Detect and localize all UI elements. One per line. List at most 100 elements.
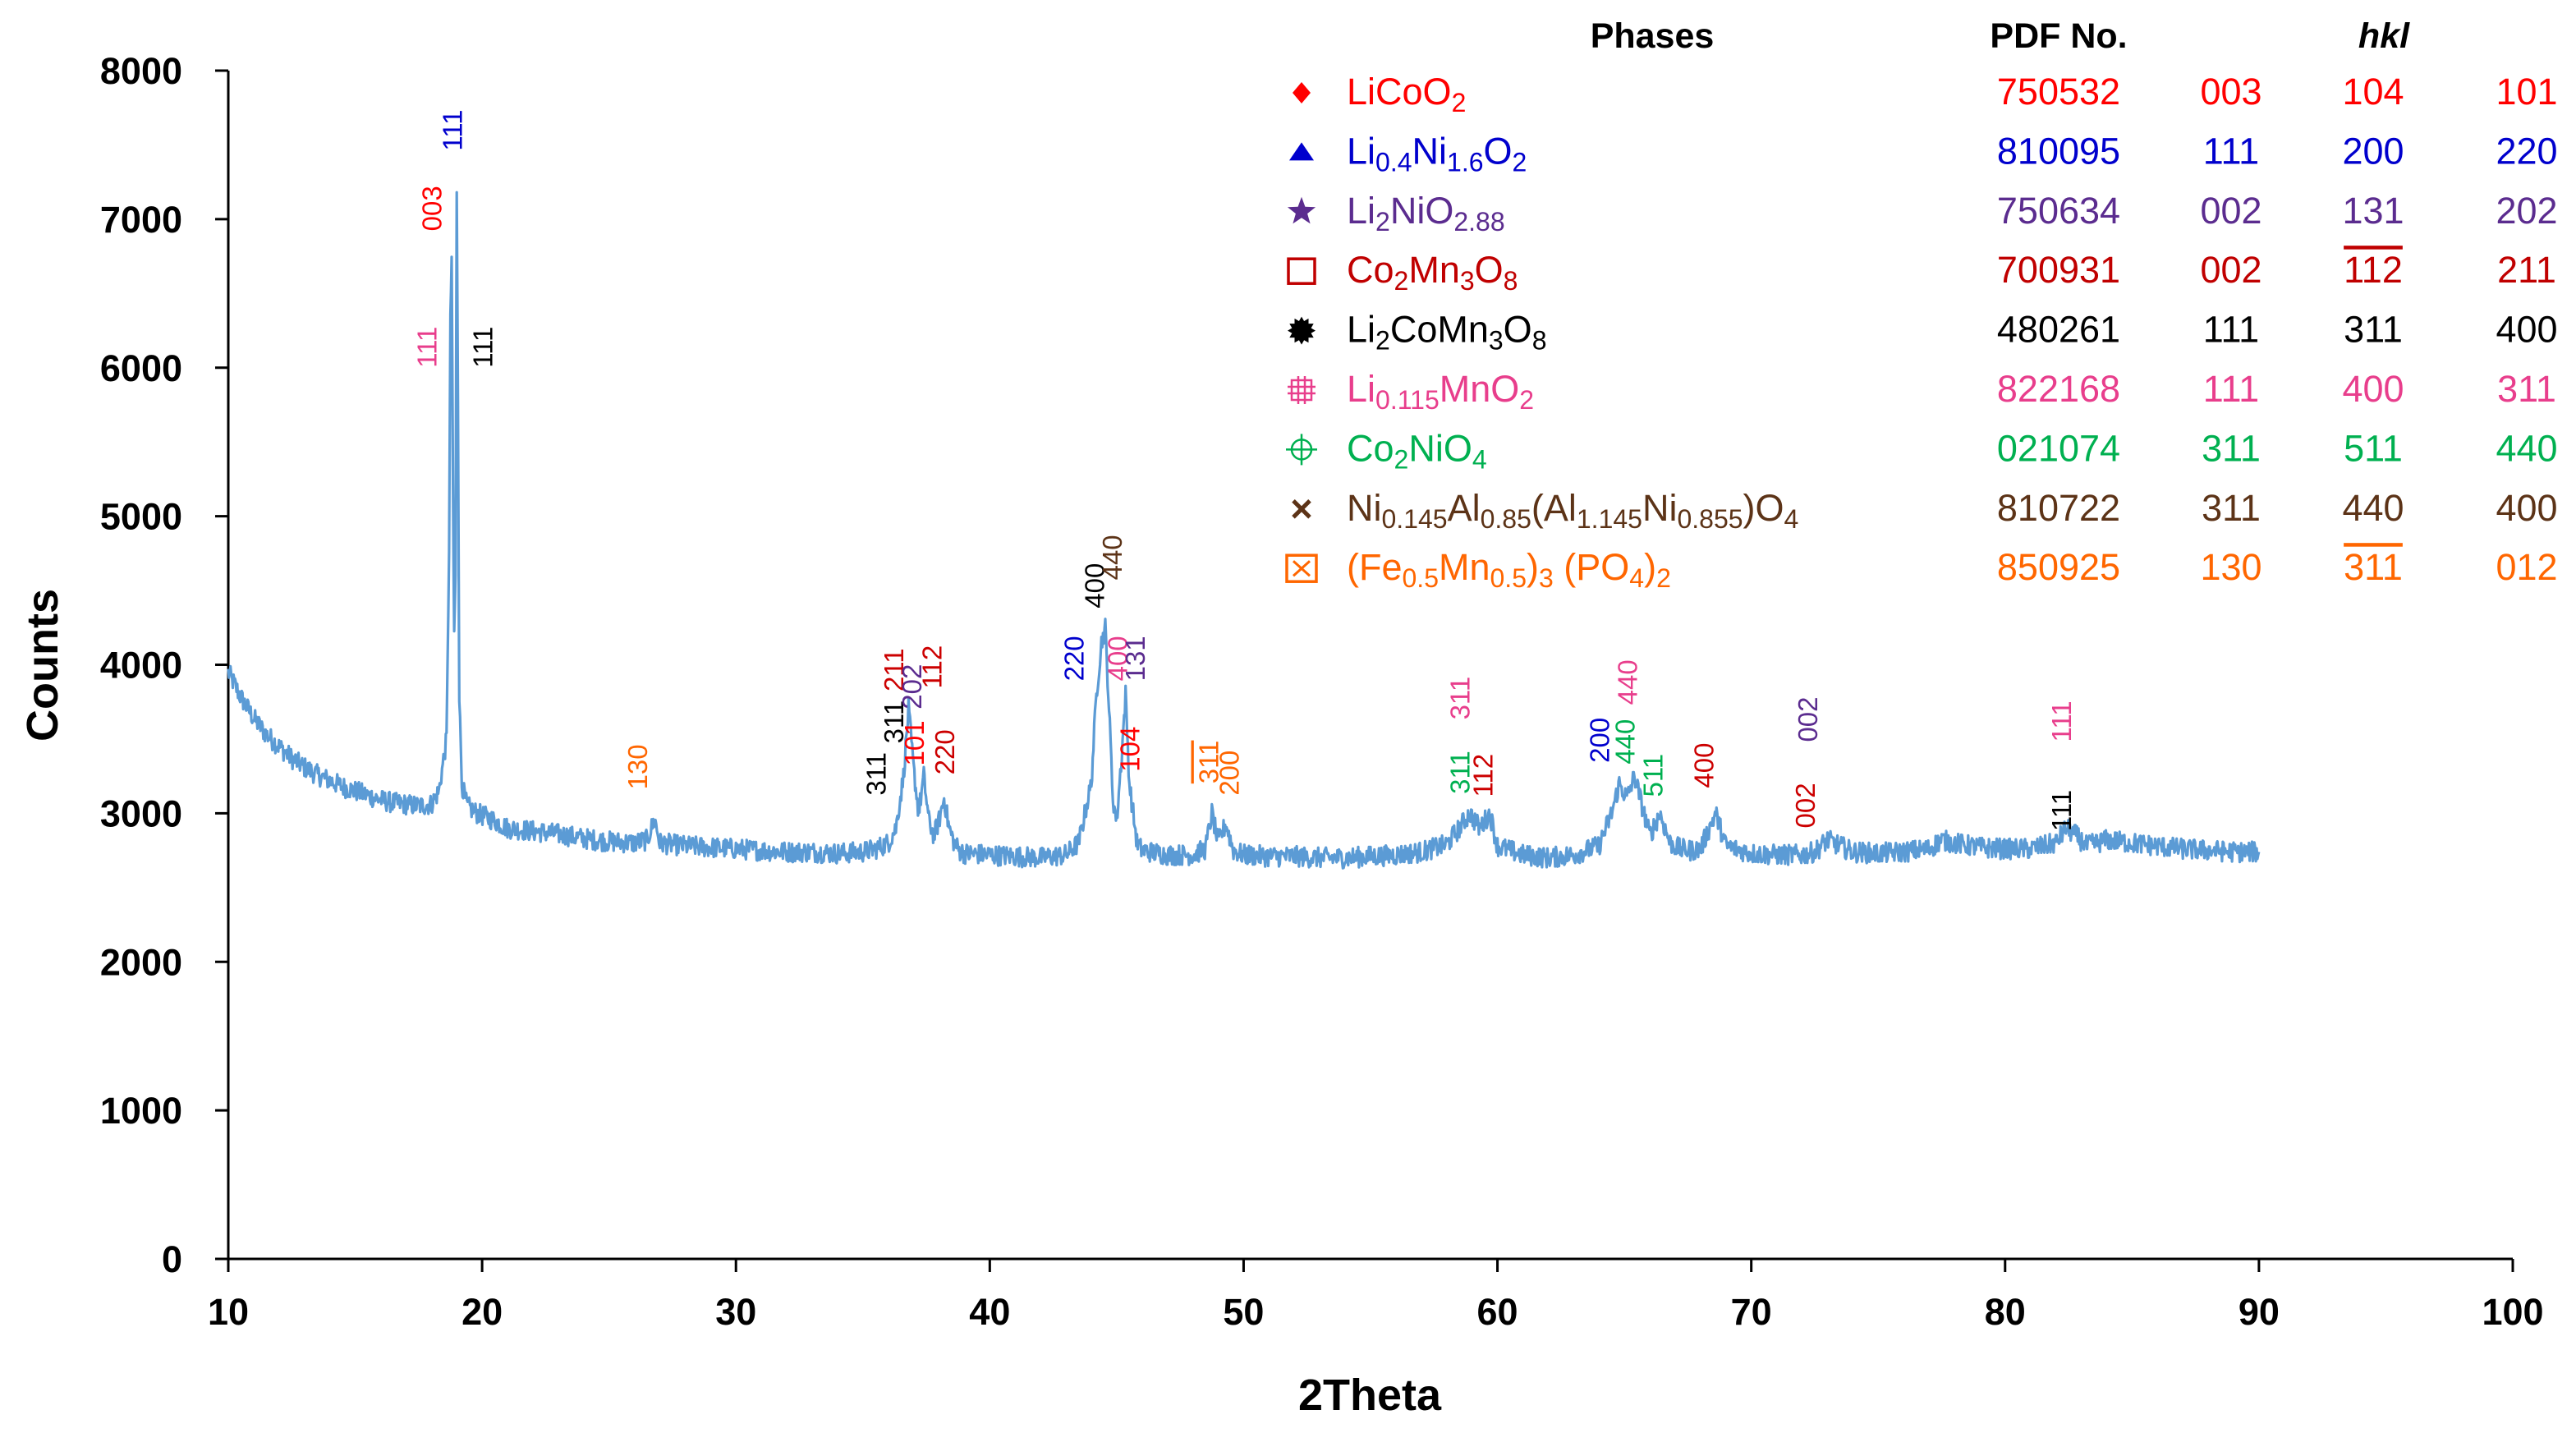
- formula-part: O: [1484, 130, 1513, 172]
- x-tick-label: 20: [461, 1291, 503, 1333]
- marker-shape: [1285, 553, 1318, 583]
- formula-part: 2: [1513, 147, 1527, 177]
- formula-part: NiO: [1408, 427, 1472, 469]
- peak-label: 130: [622, 744, 653, 789]
- formula-part: MnO: [1440, 368, 1520, 410]
- x-tick-label: 100: [2482, 1291, 2543, 1333]
- legend-formula: Li0.115MnO2: [1347, 368, 1534, 415]
- xrd-series-line: [227, 191, 2261, 870]
- formula-part: Li: [1347, 368, 1375, 410]
- legend-hkl: 200: [2342, 130, 2404, 172]
- peak-label: 101: [899, 720, 930, 765]
- legend-hkl: 012: [2496, 546, 2557, 588]
- peak-label: 440: [1613, 659, 1643, 705]
- y-tick-label: 7000: [100, 199, 182, 241]
- legend-hkl: 400: [2496, 487, 2557, 529]
- peak-label: 400: [1102, 636, 1132, 681]
- formula-part: 8: [1504, 266, 1518, 296]
- peak-label: 220: [930, 729, 960, 774]
- legend-marker-circle-plus: [1286, 434, 1317, 466]
- legend-hkl: 003: [2200, 71, 2261, 113]
- formula-part: 2: [1656, 563, 1671, 593]
- formula-part: 3: [1460, 266, 1475, 296]
- peak-label: 002: [1790, 783, 1821, 828]
- formula-part: 0.145: [1382, 504, 1448, 534]
- legend-hkl: 104: [2342, 71, 2404, 113]
- peak-label: 104: [1115, 727, 1146, 772]
- peak-label: 211: [879, 648, 909, 691]
- legend-formula: Li2NiO2.88: [1347, 190, 1505, 237]
- peak-label: 002: [1793, 696, 1823, 742]
- legend-pdf: 810722: [1997, 487, 2120, 529]
- x-tick-label: 70: [1731, 1291, 1772, 1333]
- marker-shape: [1287, 257, 1316, 285]
- legend-pdf: 480261: [1997, 309, 2120, 351]
- peak-label: 440: [1097, 535, 1127, 580]
- formula-part: 0.855: [1677, 504, 1743, 534]
- legend-hkl: 131: [2342, 190, 2404, 232]
- x-tick-label: 40: [969, 1291, 1010, 1333]
- peak-label: 311: [1445, 751, 1476, 794]
- legend-formula: Co2NiO4: [1347, 427, 1487, 474]
- legend-hkl: 511: [2344, 427, 2403, 469]
- x-tick-label: 80: [1985, 1291, 2026, 1333]
- formula-part: Ni: [1347, 487, 1382, 529]
- legend-pdf: 810095: [1997, 130, 2120, 172]
- legend-formula: LiCoO2: [1347, 71, 1466, 117]
- formula-part: O: [1504, 309, 1532, 351]
- formula-part: NiO: [1390, 190, 1454, 232]
- legend-hkl: 311: [2344, 309, 2403, 351]
- peak-label: 311: [879, 700, 909, 744]
- y-tick-label: 3000: [100, 792, 182, 834]
- formula-part: 0.85: [1481, 504, 1531, 534]
- legend-pdf: 700931: [1997, 249, 2120, 291]
- peak-label: 111: [411, 327, 442, 368]
- legend-pdf: 021074: [1997, 427, 2120, 469]
- legend-marker-cross: [1292, 499, 1311, 519]
- legend-marker-diamond: [1293, 82, 1311, 103]
- formula-part: 0.115: [1375, 385, 1440, 415]
- formula-part: 2: [1394, 266, 1409, 296]
- formula-part: 2.88: [1453, 207, 1504, 237]
- formula-part: Mn: [1439, 546, 1490, 588]
- legend-hkl: 111: [2203, 368, 2259, 410]
- axes: 0 1000 2000 3000 4000 5000 6000 7000 8000 10 20 30 4…: [100, 50, 2544, 1333]
- legend-pdf: 822168: [1997, 368, 2120, 410]
- peak-label: 003: [417, 186, 448, 231]
- peak-label: 112: [1467, 754, 1498, 797]
- y-tick-label: 0: [162, 1238, 182, 1280]
- legend-formula: Li2CoMn3O8: [1347, 309, 1546, 356]
- x-axis-title: 2Theta: [1298, 1371, 1442, 1420]
- peak-label: 111: [2046, 700, 2077, 742]
- formula-part: 3: [1489, 326, 1504, 356]
- marker-shape: [1287, 196, 1316, 224]
- y-tick-label: 5000: [100, 496, 182, 538]
- formula-part: Li: [1347, 190, 1375, 232]
- legend-formula: Co2Mn3O8: [1347, 249, 1518, 296]
- legend-header-hkl: hkl: [2358, 16, 2410, 56]
- legend-formula: (Fe0.5Mn0.5)3 (PO4)2: [1347, 546, 1671, 593]
- legend-hkl: 220: [2496, 130, 2557, 172]
- marker-shape: [1290, 379, 1313, 402]
- legend-pdf: 750532: [1997, 71, 2120, 113]
- legend-marker-triangle: [1289, 142, 1314, 161]
- formula-part: Ni: [1642, 487, 1678, 529]
- formula-part: ): [1644, 546, 1656, 588]
- x-tick-label: 60: [1477, 1291, 1518, 1333]
- formula-part: 0.5: [1403, 563, 1439, 593]
- formula-part: )O: [1743, 487, 1784, 529]
- legend-pdf: 850925: [1997, 546, 2120, 588]
- legend-hkl: 101: [2496, 71, 2557, 113]
- x-tick-label: 10: [208, 1291, 249, 1333]
- peak-label: 200: [1585, 718, 1615, 763]
- formula-part: 0.5: [1490, 563, 1527, 593]
- formula-part: 3: [1539, 563, 1554, 593]
- formula-part: 2: [1452, 88, 1467, 117]
- peak-label: 220: [1059, 636, 1090, 681]
- peak-label: 511: [1637, 754, 1668, 797]
- legend-marker-x-square: [1285, 553, 1318, 583]
- peak-label: 311: [861, 752, 892, 796]
- legend-hkl: 130: [2200, 546, 2261, 588]
- y-tick-label: 4000: [100, 645, 182, 687]
